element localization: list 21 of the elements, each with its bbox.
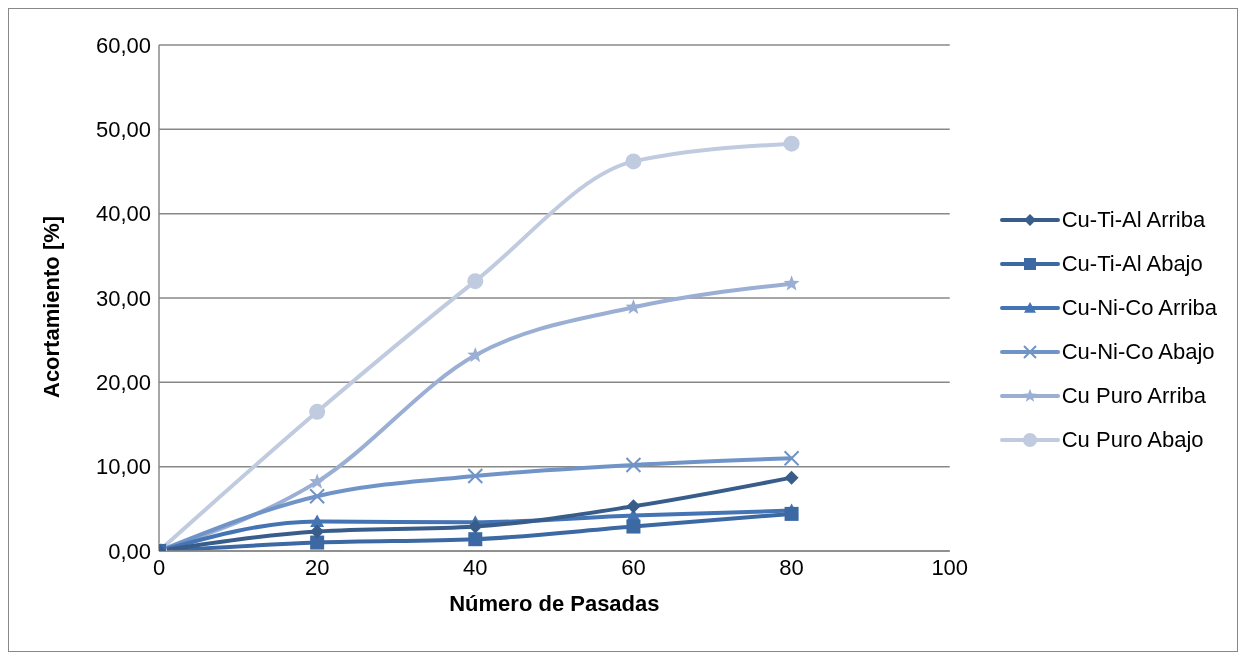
- x-axis-title: Número de Pasadas: [449, 591, 660, 616]
- y-tick-label: 60,00: [95, 32, 151, 58]
- y-tick-label: 10,00: [95, 454, 151, 480]
- legend-label: Cu-Ti-Al Arriba: [1061, 207, 1206, 233]
- x-tick-label: 80: [779, 554, 804, 580]
- y-axis-title: Acortamiento [%]: [38, 215, 64, 398]
- y-tick-label: 20,00: [95, 370, 151, 396]
- x-tick-label: 100: [931, 554, 969, 580]
- y-tick-label: 50,00: [95, 117, 151, 143]
- legend-label: Cu Puro Abajo: [1061, 427, 1204, 453]
- y-tick-label: 40,00: [95, 201, 151, 227]
- y-tick-label: 30,00: [95, 285, 151, 311]
- x-tick-label: 60: [621, 554, 646, 580]
- legend-label: Cu-Ni-Co Arriba: [1061, 295, 1217, 321]
- x-tick-label: 0: [152, 554, 166, 580]
- legend-label: Cu-Ti-Al Abajo: [1061, 251, 1203, 277]
- legend-label: Cu-Ni-Co Abajo: [1061, 339, 1215, 365]
- legend-label: Cu Puro Arriba: [1061, 383, 1207, 409]
- x-tick-label: 40: [463, 554, 488, 580]
- x-tick-label: 20: [304, 554, 330, 580]
- y-tick-label: 0,00: [108, 538, 151, 564]
